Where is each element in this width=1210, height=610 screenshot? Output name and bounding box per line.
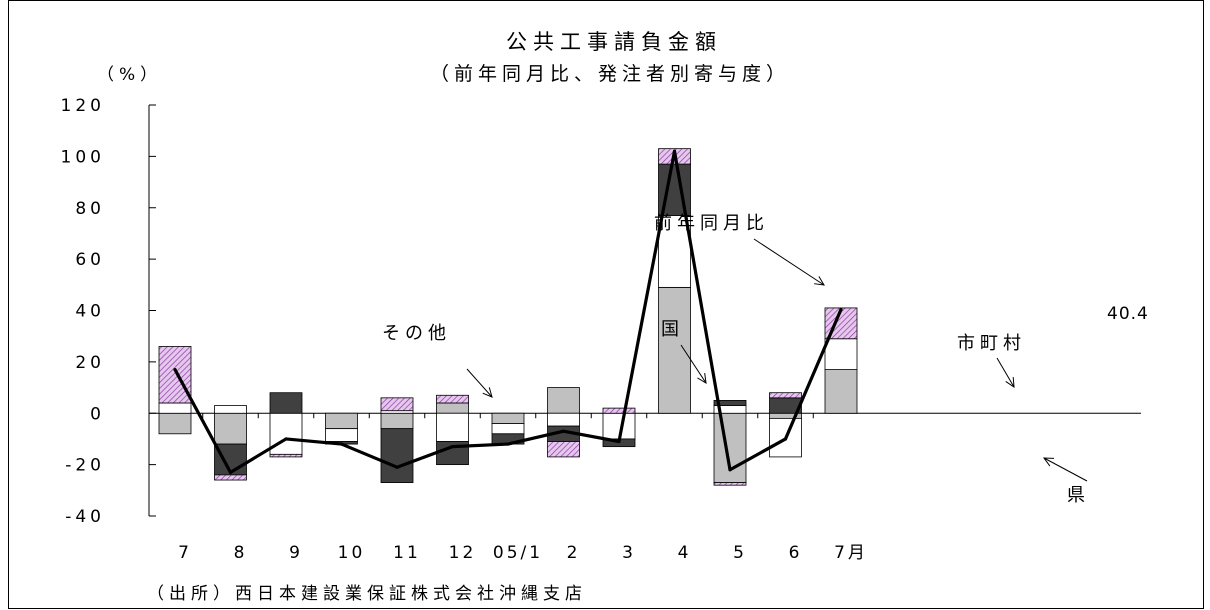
chart-subtitle: （前年同月比、発注者別寄与度）	[430, 63, 790, 85]
yoy-point	[450, 445, 455, 449]
annotation-arrow-other-head	[482, 387, 493, 398]
bar-segment	[491, 412, 525, 424]
yoy-point	[839, 307, 843, 312]
bar-segment	[214, 474, 247, 481]
data-label-latest: 40.4	[1107, 304, 1149, 324]
bar-segment	[158, 402, 192, 414]
chart-svg: 公共工事請負金額 （前年同月比、発注者別寄与度） （%） -40-2002040…	[61, 30, 1149, 604]
yoy-point	[617, 439, 621, 444]
yoy-point	[783, 437, 788, 441]
bar-segment	[214, 405, 247, 414]
x-tick-label: 7月	[834, 543, 868, 563]
x-tick-label: 11	[393, 543, 421, 563]
bar-segment	[713, 412, 747, 484]
bar-segment	[547, 387, 580, 414]
annotation-arrow-municipal-head	[1005, 376, 1015, 388]
y-tick-label: 100	[61, 147, 105, 167]
yoy-point	[339, 442, 344, 446]
bar-segment	[547, 412, 580, 427]
annotation-arrow-national-head	[697, 373, 707, 384]
annotation-arrow-national	[680, 344, 707, 384]
chart-frame: 公共工事請負金額 （前年同月比、発注者別寄与度） （%） -40 -20 0 20 40…	[8, 0, 1204, 609]
x-tick-label: 5	[733, 543, 747, 563]
y-tick-label: -40	[65, 507, 105, 527]
y-tick-label: 80	[75, 199, 105, 219]
bar-segment	[158, 412, 192, 435]
x-tick-label: 4	[678, 543, 692, 563]
annotation-arrow-other	[466, 368, 493, 398]
bar-segment	[380, 412, 414, 430]
x-tick-label: 05/1	[493, 543, 543, 563]
bar-segment	[658, 215, 691, 288]
annotation-arrow-municipal	[996, 357, 1015, 388]
bar-segment	[325, 428, 358, 442]
y-tick-label: -20	[65, 456, 105, 476]
bar-segment	[436, 402, 469, 414]
yoy-point	[506, 442, 510, 446]
yoy-point	[728, 468, 732, 472]
yoy-point	[672, 149, 677, 153]
x-tick-label: 7	[178, 543, 192, 563]
y-tick-label: 120	[61, 96, 105, 116]
annotation-label: 国	[661, 319, 679, 340]
annotation-label: 市町村	[957, 333, 1026, 354]
bar-segment	[824, 338, 858, 370]
annotation-label: 県	[1067, 485, 1085, 506]
y-tick-label: 0	[90, 404, 105, 424]
bar-segment	[713, 482, 747, 486]
bar-segment	[269, 412, 303, 455]
bar-segment	[158, 346, 192, 404]
y-axis-unit-label: （%）	[97, 65, 162, 85]
source-note: （出所）西日本建設業保証株式会社沖縄支店	[147, 584, 587, 604]
bar-segment	[769, 392, 802, 399]
x-tick-label: 6	[789, 543, 803, 563]
bar-segment	[436, 412, 469, 442]
y-tick-label: 20	[75, 353, 105, 373]
plot-area: -40 -20 0 20 40 60 80 100 120 7 8 9 10 11 12 05/1 2 3 4 5 6 7…	[61, 96, 1149, 563]
bar-segment	[269, 392, 303, 414]
annotation-arrow-prefecture	[1043, 457, 1088, 482]
bar-segment	[769, 417, 802, 458]
bar-segment	[547, 441, 580, 458]
bar-segment	[436, 394, 469, 404]
annotation-label: その他	[382, 323, 451, 344]
y-tick-label: 40	[75, 302, 105, 322]
yoy-point	[395, 465, 399, 469]
x-tick-label: 8	[234, 543, 248, 563]
x-tick-label: 3	[622, 543, 636, 563]
yoy-point	[561, 429, 566, 433]
x-tick-label: 10	[338, 543, 366, 563]
yoy-point	[173, 367, 177, 372]
bar-segment	[491, 423, 525, 435]
annotation-arrow-yoy	[753, 238, 825, 286]
yoy-point	[228, 470, 233, 474]
annotation-arrow-yoy-head	[814, 276, 825, 286]
bar-segment	[713, 400, 747, 406]
annotation-label: 前年同月比	[654, 213, 769, 234]
x-tick-label: 12	[449, 543, 477, 563]
bar-segment	[325, 412, 358, 430]
chart-title: 公共工事請負金額	[506, 30, 722, 54]
bar-segment	[269, 453, 303, 458]
bar-segment	[214, 412, 247, 445]
bar-segment	[380, 428, 414, 484]
y-tick-label: 60	[75, 250, 105, 270]
x-tick-label: 2	[567, 543, 581, 563]
annotation-arrow-prefecture-head	[1042, 457, 1055, 467]
bar-segment	[658, 286, 691, 414]
yoy-point	[284, 437, 288, 441]
bar-segment	[824, 369, 858, 414]
bar-segment	[380, 397, 414, 412]
x-tick-label: 9	[289, 543, 303, 563]
bar-segment	[602, 407, 636, 414]
